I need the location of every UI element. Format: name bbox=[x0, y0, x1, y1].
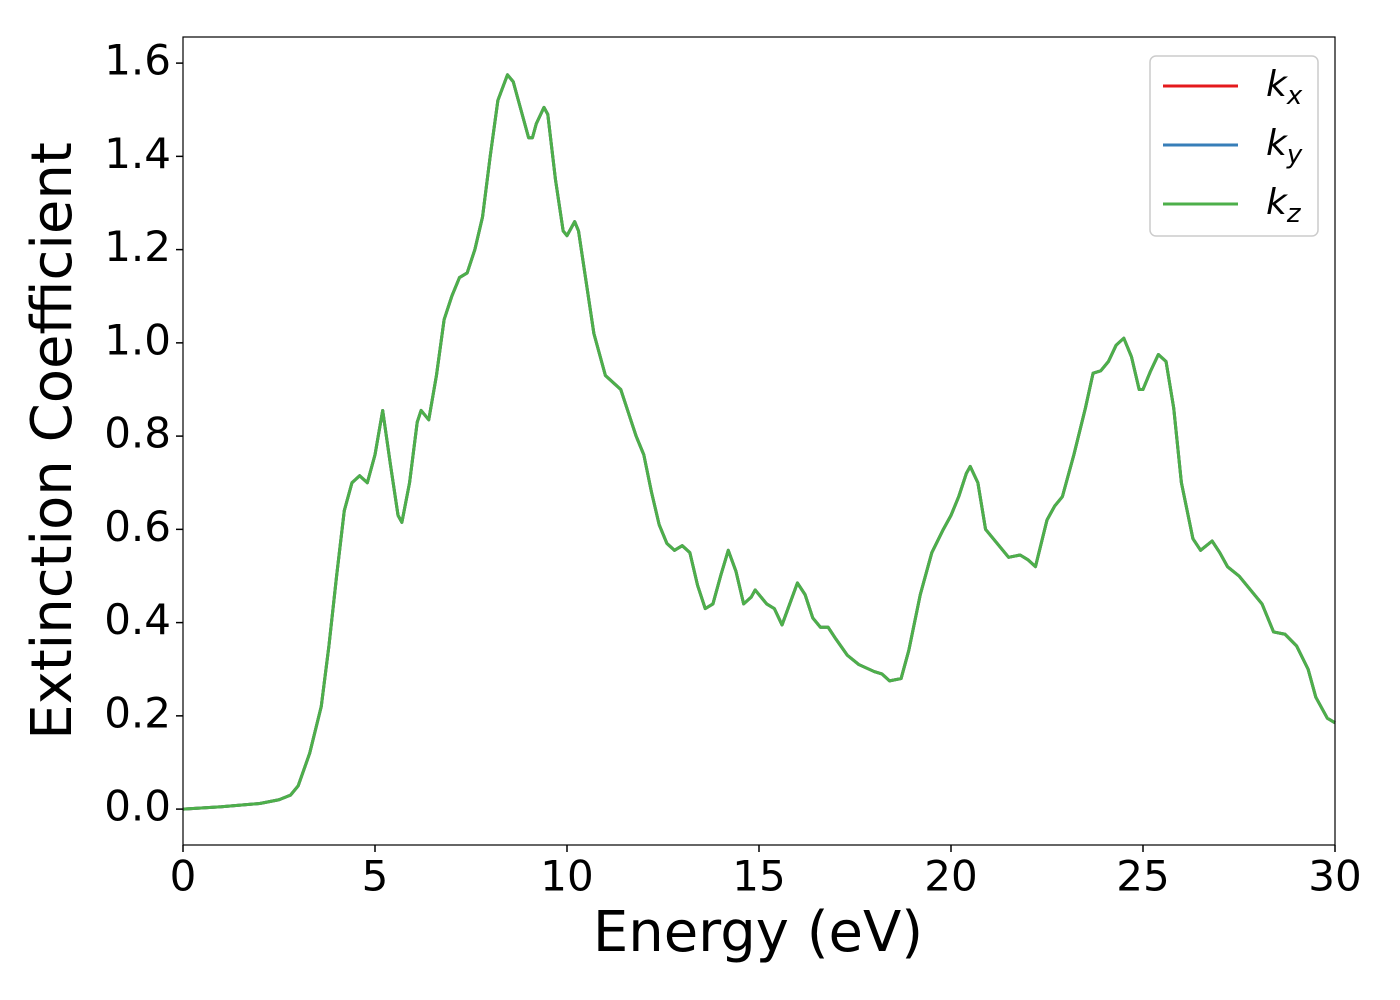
legend-label: kz bbox=[1266, 182, 1302, 229]
y-tick-label: 0.2 bbox=[104, 688, 171, 737]
legend-label: kx bbox=[1266, 64, 1303, 111]
y-tick-label: 0.8 bbox=[104, 409, 171, 458]
x-tick-label: 5 bbox=[362, 852, 389, 901]
series-line bbox=[182, 73, 1336, 811]
y-tick-label: 1.6 bbox=[104, 36, 171, 85]
y-tick-label: 0.6 bbox=[104, 502, 171, 551]
x-tick-label: 0 bbox=[170, 852, 197, 901]
legend-label: ky bbox=[1266, 123, 1303, 170]
y-axis-label: Extinction Coefficient bbox=[20, 142, 85, 740]
x-axis-label: Energy (eV) bbox=[593, 900, 923, 965]
y-tick-label: 0.0 bbox=[104, 782, 171, 831]
y-tick-label: 1.2 bbox=[104, 222, 171, 271]
x-tick-label: 20 bbox=[924, 852, 977, 901]
x-tick-label: 25 bbox=[1116, 852, 1169, 901]
y-tick-label: 1.4 bbox=[104, 129, 171, 178]
y-tick-label: 0.4 bbox=[104, 595, 171, 644]
y-tick-label: 1.0 bbox=[104, 315, 171, 364]
x-tick-label: 10 bbox=[540, 852, 593, 901]
x-tick-label: 15 bbox=[732, 852, 785, 901]
plot-frame bbox=[182, 36, 1336, 846]
x-tick-label: 30 bbox=[1308, 852, 1361, 901]
